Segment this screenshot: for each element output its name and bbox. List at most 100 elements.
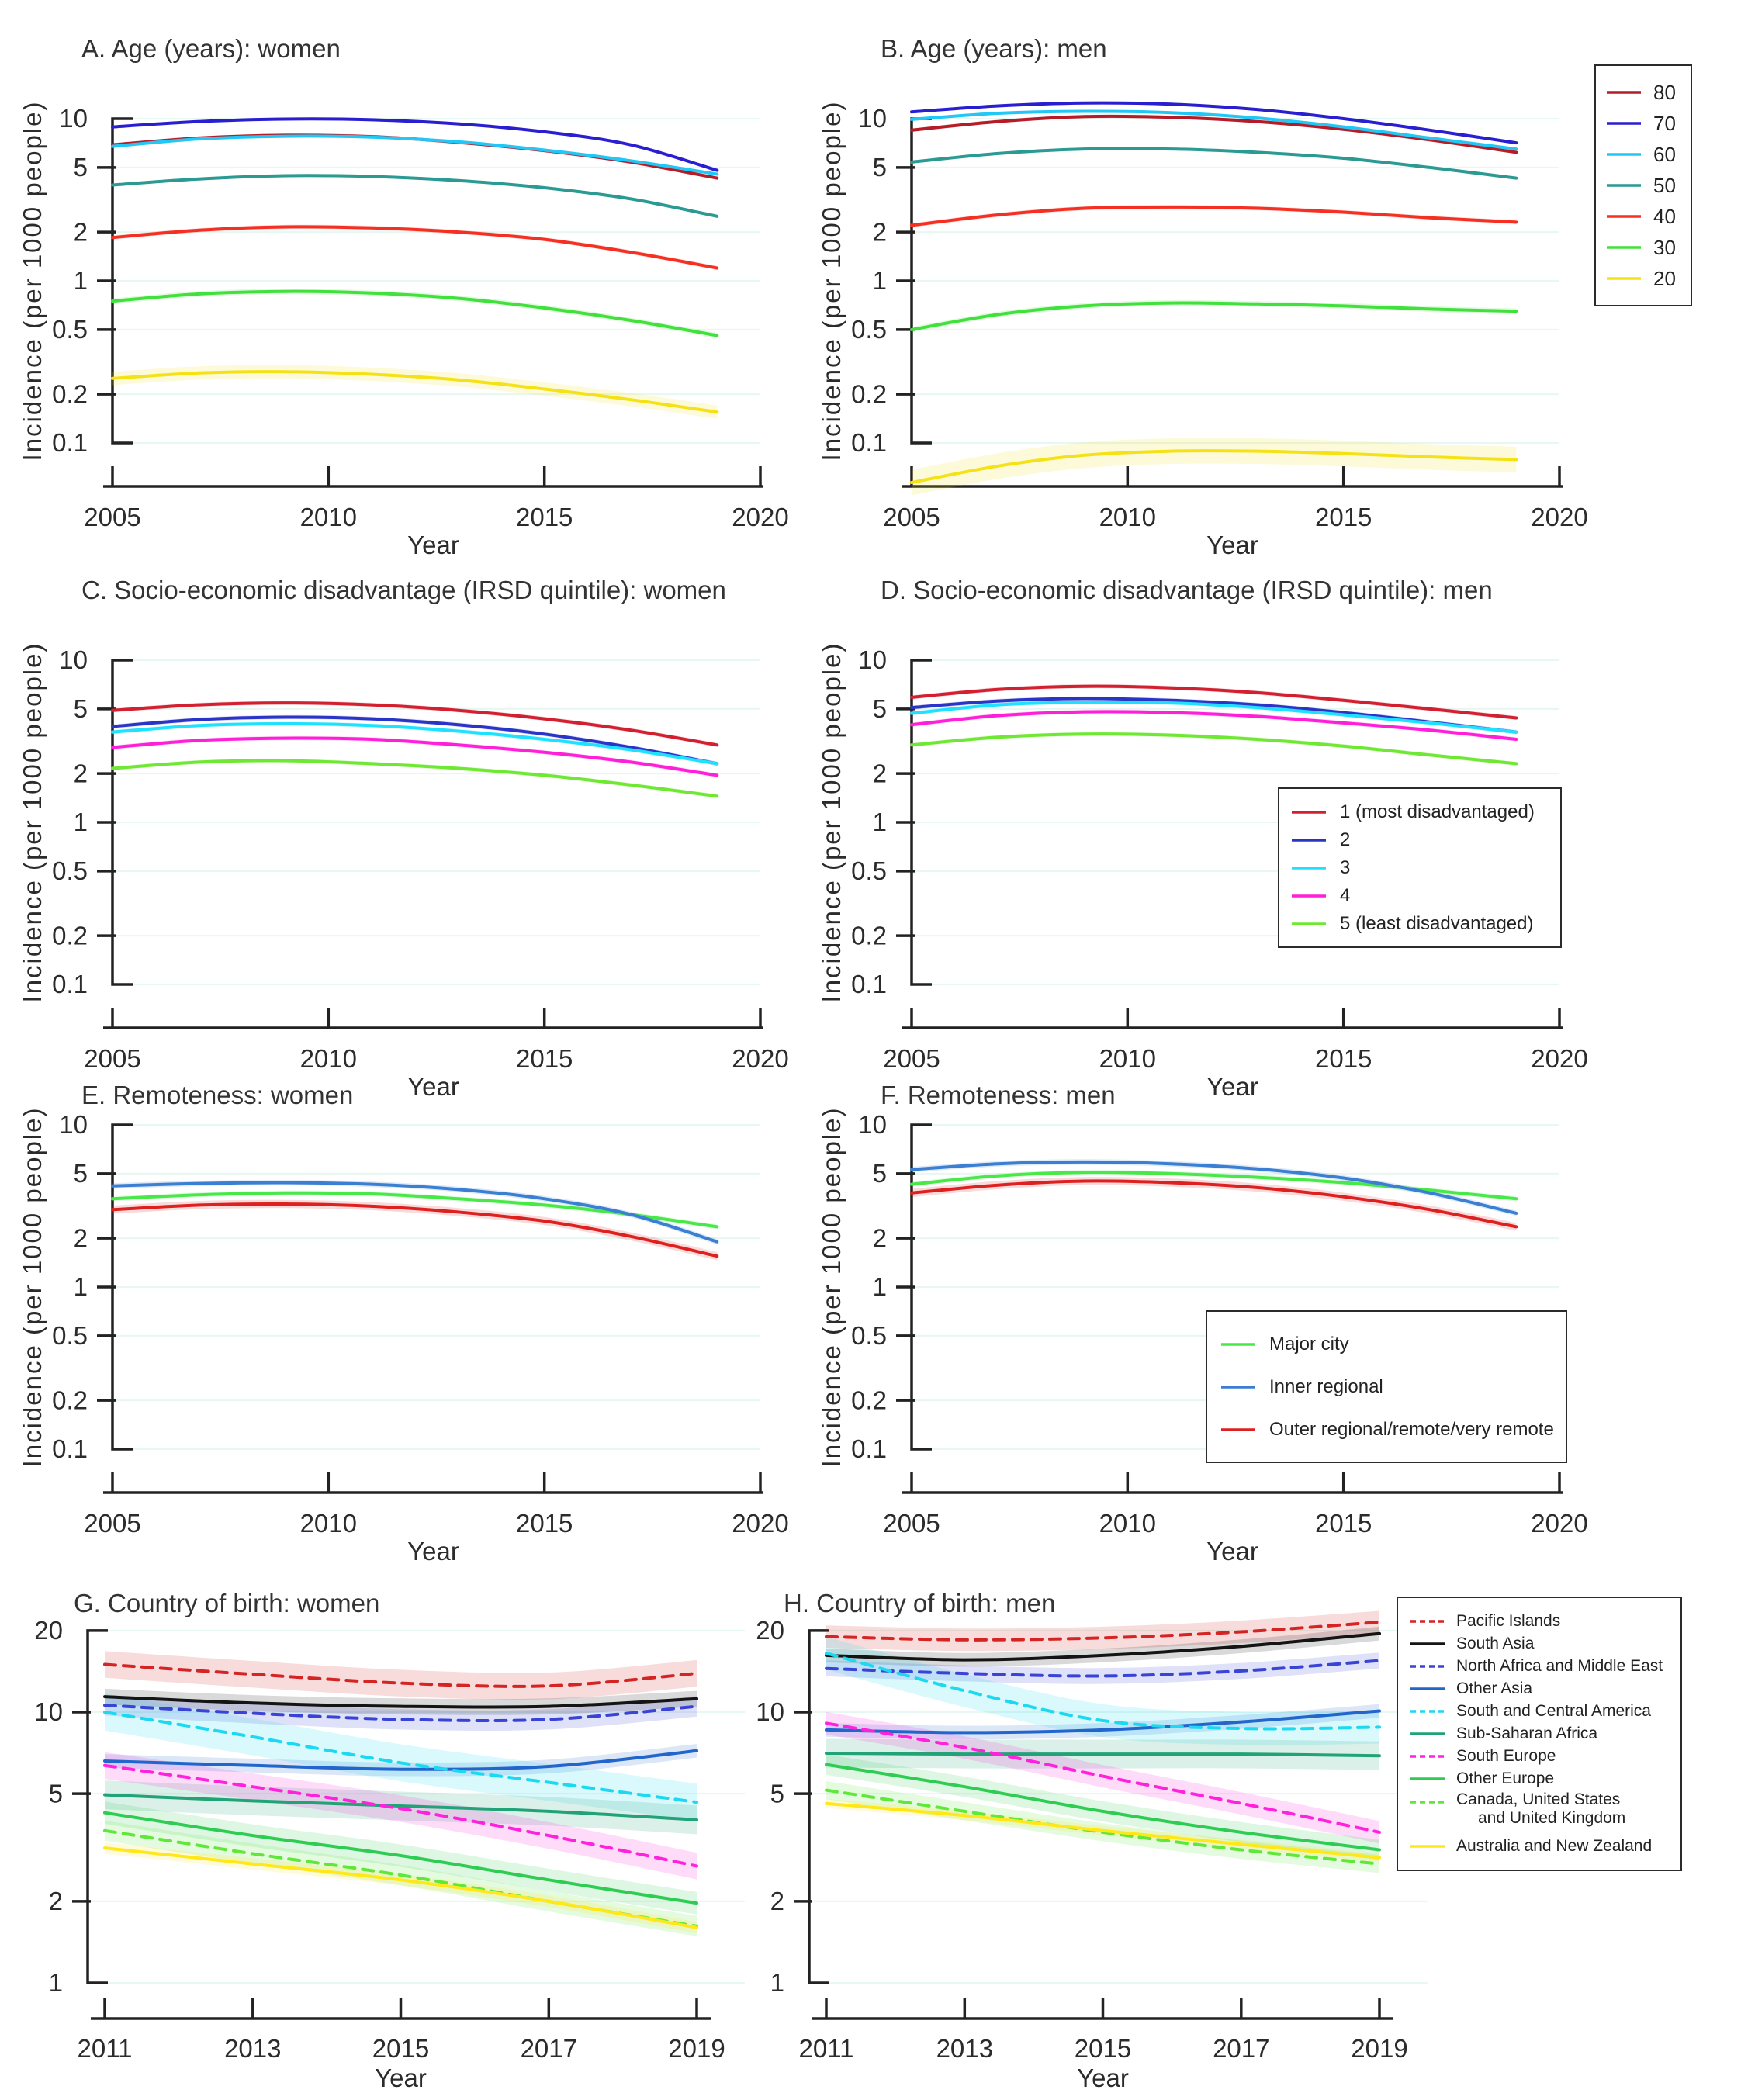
series-line-other-europe <box>825 1763 1381 1852</box>
x-tick-label: 2015 <box>1315 1509 1372 1538</box>
y-tick-label: 2 <box>873 759 887 787</box>
series-line-3 <box>910 701 1518 734</box>
legend-label-line: 4 <box>1340 884 1351 906</box>
confidence-band <box>105 1693 697 1821</box>
legend-line-swatch <box>1410 1777 1445 1780</box>
legend-line-swatch <box>1607 122 1641 125</box>
series-line-pacific-islands <box>103 1662 698 1688</box>
legend-line-swatch <box>1607 91 1641 94</box>
y-tick-label: 1 <box>873 808 887 836</box>
y-tick-label: 0.1 <box>851 1434 887 1463</box>
panel-age-men: B. Age (years): men 10 5 2 1 0.5 0.2 0.1 Incide… <box>822 22 1598 565</box>
panel-irsd-women: C. Socio-economic disadvantage (IRSD qui… <box>23 563 799 1106</box>
legend-item: 1 (most disadvantaged) <box>1279 798 1560 826</box>
legend-label-line: Canada, United States <box>1456 1790 1621 1808</box>
x-tick-label: 2017 <box>1213 2034 1269 2063</box>
y-tick-label: 2 <box>770 1887 784 1915</box>
series-line-70 <box>910 101 1518 145</box>
y-tick-label: 2 <box>74 759 88 787</box>
y-tick-label: 10 <box>59 104 88 133</box>
legend-item: 2 <box>1279 826 1560 854</box>
legend-label-line: 60 <box>1653 142 1676 166</box>
y-tick-label: 2 <box>74 217 88 246</box>
confidence-band <box>826 1626 1379 1667</box>
series-line-south-europe <box>825 1721 1381 1834</box>
legend-line-swatch <box>1607 246 1641 249</box>
y-tick-label: 20 <box>756 1616 784 1645</box>
legend-item: South Asia <box>1398 1633 1680 1655</box>
series-line-outer-regional-remote-very-remote <box>910 1179 1518 1229</box>
series-line-5-least-disadvantaged- <box>111 759 719 798</box>
y-tick-label: 2 <box>49 1887 63 1915</box>
x-tick-label: 2015 <box>1075 2034 1131 2063</box>
x-axis-label: Year <box>407 1072 459 1101</box>
panel-title: B. Age (years): men <box>881 34 1107 63</box>
y-tick-label: 0.2 <box>52 1386 88 1414</box>
x-axis-label: Year <box>1077 2064 1129 2092</box>
panel-title: C. Socio-economic disadvantage (IRSD qui… <box>81 576 726 604</box>
series-line-south-and-central-america <box>103 1711 698 1804</box>
y-tick-label: 10 <box>59 1110 88 1139</box>
x-axis-label: Year <box>407 531 459 559</box>
panel-country-men: H. Country of birth: men 2010521Incidenc… <box>745 1575 1528 2100</box>
series-line-canada-united-states-and-united-kingdom <box>103 1828 698 1928</box>
legend-label-line: South and Central America <box>1456 1702 1651 1720</box>
legend-label-line: Australia and New Zealand <box>1456 1837 1653 1855</box>
legend-label-line: Inner regional <box>1269 1375 1383 1397</box>
legend-line-swatch <box>1410 1620 1445 1623</box>
legend-item-label: 2 <box>1340 829 1350 851</box>
legend-item: Sub-Saharan Africa <box>1398 1723 1680 1745</box>
legend-item-label: 80 <box>1653 81 1676 105</box>
legend-label-line: 30 <box>1653 235 1676 259</box>
confidence-band <box>912 732 1517 766</box>
confidence-band <box>912 438 1517 496</box>
legend-item-label: South and Central America <box>1456 1702 1651 1721</box>
legend-label-line: Outer regional/remote/very remote <box>1269 1418 1554 1440</box>
legend-label-line: 3 <box>1340 856 1351 878</box>
series-line-inner-regional <box>910 1160 1518 1215</box>
legend-line-swatch <box>1607 215 1641 218</box>
legend-item-label: Major city <box>1269 1334 1349 1355</box>
y-tick-label: 2 <box>873 1223 887 1252</box>
panel-remoteness-men: F. Remoteness: men 10 5 2 1 0.5 0.2 0.1 Inciden… <box>822 1028 1598 1571</box>
legend-item: 5 (least disadvantaged) <box>1279 910 1560 938</box>
y-axis-label: Incidence (per 1000 people) <box>23 1107 47 1468</box>
legend-item: South and Central America <box>1398 1700 1680 1723</box>
y-tick-label: 5 <box>873 694 887 723</box>
legend-item: Canada, United States and United Kingdom <box>1398 1790 1680 1835</box>
confidence-band <box>112 1179 718 1245</box>
y-tick-label: 10 <box>59 645 88 674</box>
legend-item: 20 <box>1596 263 1691 294</box>
legend-line-swatch <box>1292 866 1326 870</box>
panel-age-women: A. Age (years): women 10 5 2 1 0.5 0.2 0.1 Inci… <box>23 22 799 565</box>
y-tick-label: 0.5 <box>851 1321 887 1350</box>
legend-line-swatch <box>1607 277 1641 280</box>
legend-item: Inner regional <box>1207 1365 1566 1408</box>
y-axis-label: Incidence (per 1000 people) <box>23 101 47 462</box>
y-tick-label: 10 <box>34 1697 63 1726</box>
confidence-band <box>105 1744 697 1777</box>
series-line-40 <box>910 205 1518 227</box>
series-line-canada-united-states-and-united-kingdom <box>825 1788 1381 1866</box>
series-line-5-least-disadvantaged- <box>910 732 1518 766</box>
series-line-70 <box>111 117 719 172</box>
y-tick-label: 0.2 <box>52 379 88 408</box>
legend-item: Australia and New Zealand <box>1398 1835 1680 1858</box>
series-line-40 <box>111 225 719 270</box>
legend-label-line: North Africa and Middle East <box>1456 1657 1663 1675</box>
series-line-other-europe <box>103 1811 698 1905</box>
legend-item-label: South Asia <box>1456 1635 1534 1653</box>
series-line-3 <box>111 721 719 766</box>
series-line-south-europe <box>103 1763 698 1868</box>
legend-line-swatch <box>1410 1710 1445 1713</box>
y-axis <box>86 1629 108 1984</box>
legend-item-label: 50 <box>1653 174 1676 198</box>
x-tick-label: 2011 <box>799 2034 854 2063</box>
y-tick-label: 0.5 <box>52 1321 88 1350</box>
series-line-other-asia <box>825 1709 1381 1735</box>
x-tick-label: 2020 <box>732 1044 788 1073</box>
y-tick-label: 5 <box>770 1779 784 1808</box>
legend-item-label: Inner regional <box>1269 1376 1383 1398</box>
